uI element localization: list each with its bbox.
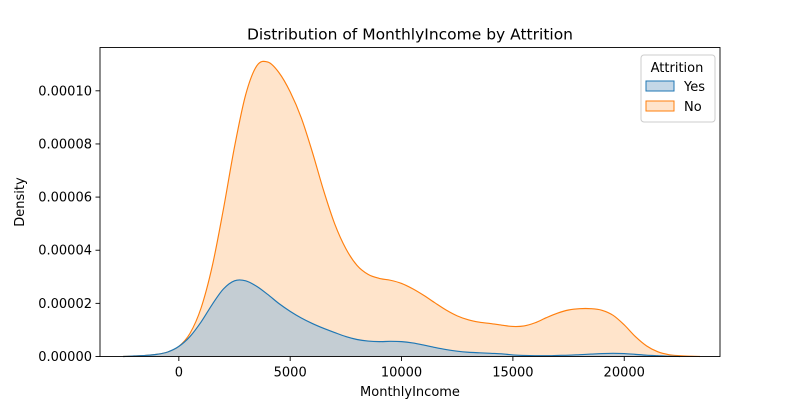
series-no-line	[123, 60, 700, 358]
legend: Attrition Yes No	[640, 54, 716, 123]
series-yes-area	[123, 279, 680, 357]
y-tick-label: 0.00004	[38, 244, 92, 259]
legend-label-no: No	[684, 100, 702, 115]
x-tick-label: 0	[175, 366, 183, 381]
y-axis-ticks: 0.00000 0.00002 0.00004 0.00006 0.00008 0.000…	[38, 84, 100, 365]
legend-title: Attrition	[651, 61, 704, 76]
legend-label-yes: Yes	[683, 80, 705, 95]
y-tick-label: 0.00002	[38, 297, 92, 312]
y-tick-label: 0.00000	[38, 350, 92, 365]
x-tick-label: 10000	[381, 366, 422, 381]
x-axis-label: MonthlyIncome	[360, 385, 460, 400]
x-tick-label: 20000	[604, 366, 645, 381]
x-tick-label: 5000	[274, 366, 307, 381]
series-layer	[123, 60, 700, 358]
y-tick-label: 0.00006	[38, 191, 92, 206]
series-yes-line	[123, 279, 680, 358]
legend-swatch-no	[645, 100, 675, 112]
chart-title: Distribution of MonthlyIncome by Attriti…	[247, 26, 573, 44]
y-tick-label: 0.00010	[38, 84, 92, 99]
series-no-area	[123, 61, 700, 357]
legend-swatch-yes	[645, 80, 675, 92]
y-tick-label: 0.00008	[38, 137, 92, 152]
legend-entries: Yes No	[645, 80, 705, 115]
plot-frame	[99, 47, 721, 357]
y-axis-label: Density	[13, 177, 28, 227]
x-axis-ticks: 0 5000 10000 15000 20000	[175, 356, 645, 381]
x-tick-label: 15000	[492, 366, 533, 381]
